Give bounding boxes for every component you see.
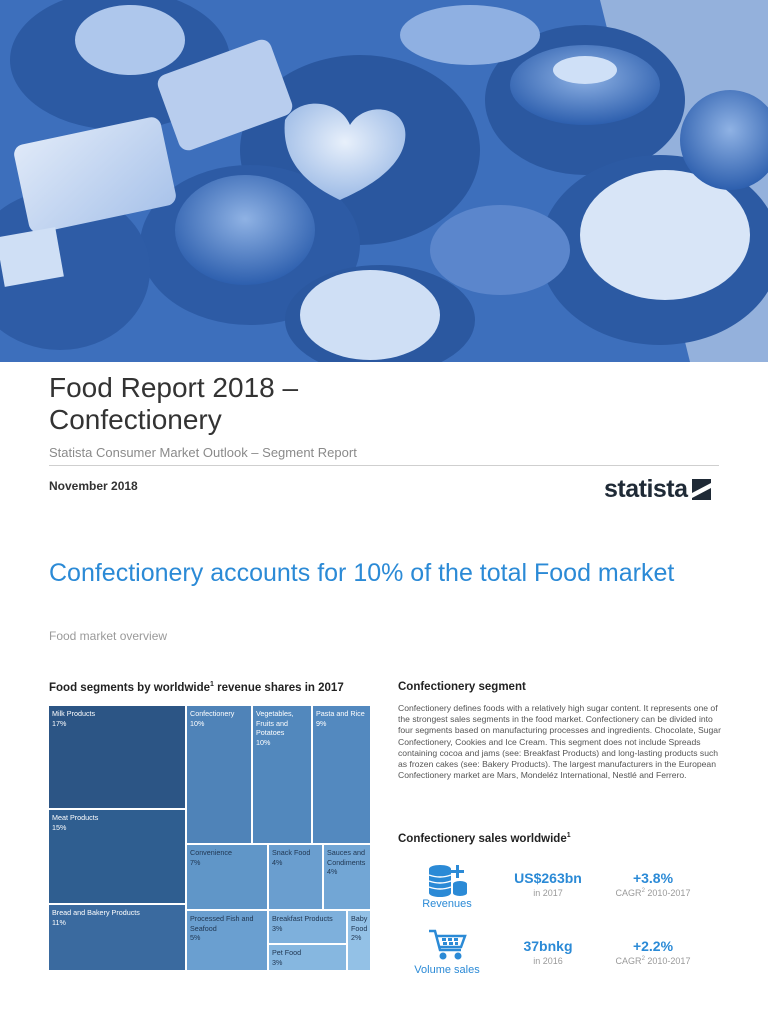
section-headline: Confectionery accounts for 10% of the to… [49, 559, 675, 587]
volume-cagr-post: 2010-2017 [644, 956, 691, 966]
treemap-cell-label: Convenience [190, 848, 232, 857]
treemap-cell-label: Pet Food [272, 948, 302, 957]
treemap-title-sup: 1 [210, 681, 214, 688]
treemap-cell-value: 5% [190, 933, 201, 942]
revenues-growth: +3.8% [632, 870, 674, 886]
treemap-cell-label: Processed Fish and Seafood [190, 914, 254, 933]
treemap-cell-label: Vegetables, Fruits and Potatoes [256, 709, 294, 737]
sales-title: Confectionery sales worldwide1 [398, 832, 571, 845]
volume-caption: in 2016 [533, 956, 563, 966]
statista-mark-icon [691, 478, 711, 500]
treemap-cell-pet-food: Pet Food 3% [268, 944, 347, 971]
treemap-cell-processed-fish-and-seafood: Processed Fish and Seafood 5% [186, 910, 268, 971]
revenues-caption: in 2017 [533, 888, 563, 898]
volume-label: Volume sales [414, 964, 480, 976]
title-line-2: Confectionery [49, 404, 222, 435]
coins-icon [428, 865, 467, 897]
treemap-cell-label: Confectionery [190, 709, 235, 718]
treemap-cell-value: 10% [256, 737, 271, 747]
treemap-cell-milk-products: Milk Products 17% [48, 705, 186, 809]
treemap-cell-convenience: Convenience 7% [186, 844, 268, 910]
confectionery-photo [0, 0, 768, 362]
treemap-title-post: revenue shares in 2017 [213, 681, 344, 694]
treemap-cell-value: 7% [190, 857, 201, 867]
treemap-cell-label: Milk Products [52, 709, 96, 718]
segment-title: Confectionery segment [398, 681, 526, 693]
treemap-cell-label: Sauces and Condiments [327, 848, 366, 867]
logo-text: statista [604, 474, 688, 503]
volume-cagr-pre: CAGR [615, 956, 642, 966]
treemap-cell-snack-food: Snack Food 4% [268, 844, 323, 910]
hero-image [0, 0, 768, 362]
volume-cagr-sup: 2 [641, 956, 645, 962]
treemap-cell-label: Baby Food [351, 914, 368, 933]
treemap-cell-value: 17% [52, 718, 67, 728]
treemap-cell-value: 9% [316, 718, 327, 728]
statista-logo: statista [604, 474, 711, 504]
treemap-title-pre: Food segments by worldwide [49, 681, 211, 694]
treemap-cell-value: 4% [272, 857, 283, 867]
treemap-cell-value: 3% [272, 957, 283, 967]
volume-growth-caption: CAGR2 2010-2017 [598, 956, 708, 966]
revenues-cagr-post: 2010-2017 [644, 888, 691, 898]
treemap-cell-value: 2% [351, 933, 362, 942]
treemap-cell-baby-food: Baby Food 2% [347, 910, 371, 971]
divider [49, 465, 719, 466]
treemap-cell-label: Breakfast Products [272, 914, 333, 923]
revenue-treemap: Milk Products 17% Meat Products 15% Bread an… [48, 705, 371, 971]
treemap-cell-vegetables-fruits-and-potatoes: Vegetables, Fruits and Potatoes 10% [252, 705, 312, 844]
treemap-cell-label: Bread and Bakery Products [52, 908, 140, 917]
section-subheading: Food market overview [49, 629, 168, 643]
treemap-cell-confectionery: Confectionery 10% [186, 705, 252, 844]
revenues-label: Revenues [422, 898, 472, 910]
treemap-cell-value: 4% [327, 867, 338, 876]
revenues-cagr-sup: 2 [641, 888, 645, 894]
volume-growth: +2.2% [632, 938, 674, 954]
title-line-1: Food Report 2018 – [49, 372, 299, 403]
shopping-cart-icon [429, 929, 467, 960]
revenues-value: US$263bn [514, 870, 582, 886]
sales-title-sup: 1 [566, 832, 571, 839]
revenues-growth-caption: CAGR2 2010-2017 [598, 888, 708, 898]
treemap-cell-label: Meat Products [52, 813, 99, 822]
treemap-cell-bread-and-bakery-products: Bread and Bakery Products 11% [48, 904, 186, 971]
treemap-cell-meat-products: Meat Products 15% [48, 809, 186, 904]
page-title: Food Report 2018 – Confectionery [49, 372, 509, 436]
revenues-cagr-pre: CAGR [615, 888, 642, 898]
page-subtitle: Statista Consumer Market Outlook – Segme… [49, 445, 357, 460]
treemap-cell-value: 10% [190, 718, 205, 728]
segment-description: Confectionery defines foods with a relat… [398, 703, 721, 781]
report-date: November 2018 [49, 479, 138, 493]
treemap-cell-pasta-and-rice: Pasta and Rice 9% [312, 705, 371, 844]
volume-value: 37bnkg [523, 938, 573, 954]
treemap-title: Food segments by worldwide1 revenue shar… [49, 681, 344, 694]
treemap-cell-value: 15% [52, 822, 67, 832]
treemap-cell-value: 3% [272, 923, 283, 933]
treemap-cell-breakfast-products: Breakfast Products 3% [268, 910, 347, 944]
treemap-cell-label: Pasta and Rice [316, 709, 365, 718]
treemap-cell-label: Snack Food [272, 848, 311, 857]
treemap-cell-value: 11% [52, 917, 66, 927]
treemap-cell-sauces-and-condiments: Sauces and Condiments 4% [323, 844, 371, 910]
sales-title-pre: Confectionery sales worldwide [398, 832, 567, 845]
